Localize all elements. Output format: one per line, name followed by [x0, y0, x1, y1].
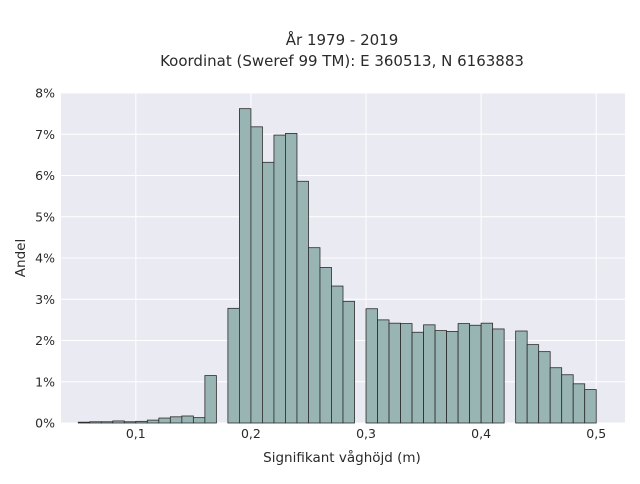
- y-tick-label: 8%: [35, 86, 55, 101]
- histogram-bar: [342, 300, 355, 424]
- histogram-bar: [492, 328, 505, 424]
- histogram-bar: [561, 374, 574, 424]
- chart-title: År 1979 - 2019: [286, 30, 399, 49]
- histogram-bar: [388, 322, 401, 424]
- histogram-bar: [469, 324, 482, 424]
- y-axis-ticks: 0% 1% 2% 3% 4% 5% 6% 7% 8%: [35, 86, 55, 431]
- histogram-bar: [549, 367, 563, 424]
- histogram-bar: [204, 375, 217, 424]
- histogram-bar: [192, 417, 206, 424]
- histogram-bar: [146, 419, 160, 424]
- x-tick-label: 0,3: [356, 426, 376, 441]
- histogram-bar: [112, 420, 125, 424]
- histogram-bar: [423, 324, 436, 424]
- histogram-bar: [181, 415, 194, 424]
- histogram-bar: [457, 323, 471, 424]
- histogram-bar: [169, 416, 183, 424]
- histogram-bar: [319, 267, 332, 424]
- histogram-bar: [584, 389, 597, 424]
- histogram-bar: [400, 323, 413, 424]
- histogram-bar: [77, 421, 91, 424]
- histogram-bar: [526, 344, 540, 424]
- y-tick-label: 5%: [35, 209, 55, 224]
- y-tick-label: 3%: [35, 292, 55, 307]
- histogram-bar: [538, 351, 551, 424]
- y-tick-label: 4%: [35, 251, 55, 266]
- y-tick-label: 2%: [35, 333, 55, 348]
- y-tick-label: 6%: [35, 168, 55, 183]
- histogram-bar: [227, 307, 240, 424]
- histogram-bar: [480, 322, 494, 424]
- y-tick-label: 1%: [35, 374, 55, 389]
- x-axis-label: Signifikant våghöjd (m): [263, 449, 421, 466]
- histogram-bar: [365, 308, 378, 424]
- histogram-bar: [434, 330, 447, 424]
- histogram-bar: [123, 421, 137, 424]
- histogram-bar: [308, 247, 321, 424]
- histogram-bars: [77, 108, 597, 424]
- histogram-bar: [135, 420, 148, 424]
- histogram-bar: [239, 108, 252, 424]
- histogram-bar: [273, 134, 286, 424]
- histogram-bar: [89, 421, 102, 424]
- chart-subtitle: Koordinat (Sweref 99 TM): E 360513, N 61…: [160, 52, 524, 70]
- histogram-bar: [331, 285, 344, 424]
- histogram-bar: [446, 331, 459, 424]
- y-axis-label: Andel: [13, 239, 29, 277]
- x-tick-label: 0,2: [241, 426, 261, 441]
- histogram-bar: [285, 133, 298, 424]
- histogram-bar: [515, 330, 528, 424]
- y-tick-label: 7%: [35, 127, 55, 142]
- x-axis-ticks: 0,1 0,2 0,3 0,4 0,5: [126, 426, 606, 441]
- histogram-bar: [572, 383, 586, 424]
- histogram-bar: [262, 161, 275, 424]
- histogram-bar: [296, 180, 309, 424]
- histogram-bar: [250, 126, 263, 424]
- x-tick-label: 0,1: [126, 426, 146, 441]
- y-tick-label: 0%: [35, 416, 55, 431]
- x-tick-label: 0,5: [586, 426, 606, 441]
- histogram-bar: [411, 331, 424, 424]
- histogram-bar: [377, 319, 390, 424]
- histogram-bar: [100, 421, 114, 424]
- x-tick-label: 0,4: [471, 426, 491, 441]
- histogram-bar: [158, 417, 171, 424]
